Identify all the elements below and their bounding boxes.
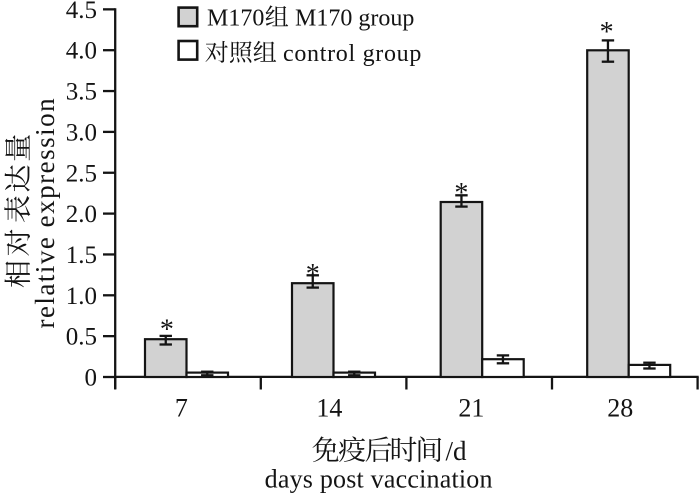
svg-text:0: 0 bbox=[85, 365, 98, 392]
svg-text:3.0: 3.0 bbox=[66, 119, 97, 146]
svg-text:2.0: 2.0 bbox=[66, 201, 97, 228]
svg-text:*: * bbox=[454, 178, 468, 209]
svg-text:days post vaccination: days post vaccination bbox=[265, 464, 493, 493]
svg-text:M170: M170 bbox=[207, 5, 264, 31]
svg-text:1.0: 1.0 bbox=[66, 283, 97, 310]
svg-text:4.5: 4.5 bbox=[66, 0, 97, 24]
svg-text:14: 14 bbox=[316, 394, 342, 423]
svg-text:3.5: 3.5 bbox=[66, 79, 97, 106]
svg-text:control group: control group bbox=[283, 41, 422, 67]
svg-text:*: * bbox=[600, 17, 614, 48]
svg-text:21: 21 bbox=[458, 394, 484, 423]
svg-text:1.5: 1.5 bbox=[66, 242, 97, 269]
svg-text:*: * bbox=[160, 315, 174, 346]
svg-text:7: 7 bbox=[175, 394, 188, 423]
svg-text:2.5: 2.5 bbox=[66, 160, 97, 187]
svg-text:M170 group: M170 group bbox=[295, 5, 414, 31]
svg-text:4.0: 4.0 bbox=[66, 38, 97, 65]
svg-text:/d: /d bbox=[446, 436, 468, 466]
svg-text:28: 28 bbox=[607, 394, 633, 423]
svg-text:relative expression: relative expression bbox=[30, 97, 60, 329]
svg-text:0.5: 0.5 bbox=[66, 324, 97, 351]
svg-text:*: * bbox=[306, 259, 320, 290]
